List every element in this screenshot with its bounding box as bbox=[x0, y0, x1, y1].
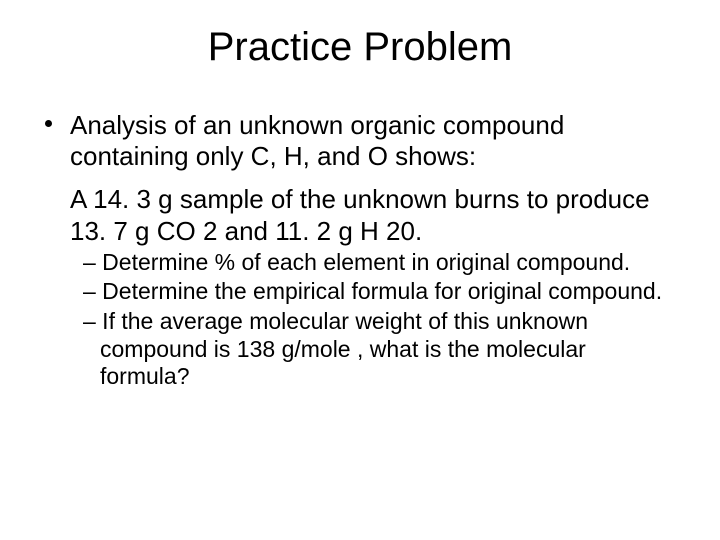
slide-container: Practice Problem Analysis of an unknown … bbox=[0, 0, 720, 540]
bullet-dot-icon bbox=[45, 120, 52, 127]
main-bullet: Analysis of an unknown organic compound … bbox=[40, 110, 680, 172]
sub-bullet-3: – If the average molecular weight of thi… bbox=[40, 308, 680, 391]
sub-bullet-1: – Determine % of each element in origina… bbox=[40, 249, 680, 277]
sub-bullet-2: – Determine the empirical formula for or… bbox=[40, 278, 680, 306]
main-bullet-text: Analysis of an unknown organic compound … bbox=[70, 110, 564, 171]
slide-title: Practice Problem bbox=[40, 25, 680, 70]
main-line-2: A 14. 3 g sample of the unknown burns to… bbox=[40, 184, 680, 246]
